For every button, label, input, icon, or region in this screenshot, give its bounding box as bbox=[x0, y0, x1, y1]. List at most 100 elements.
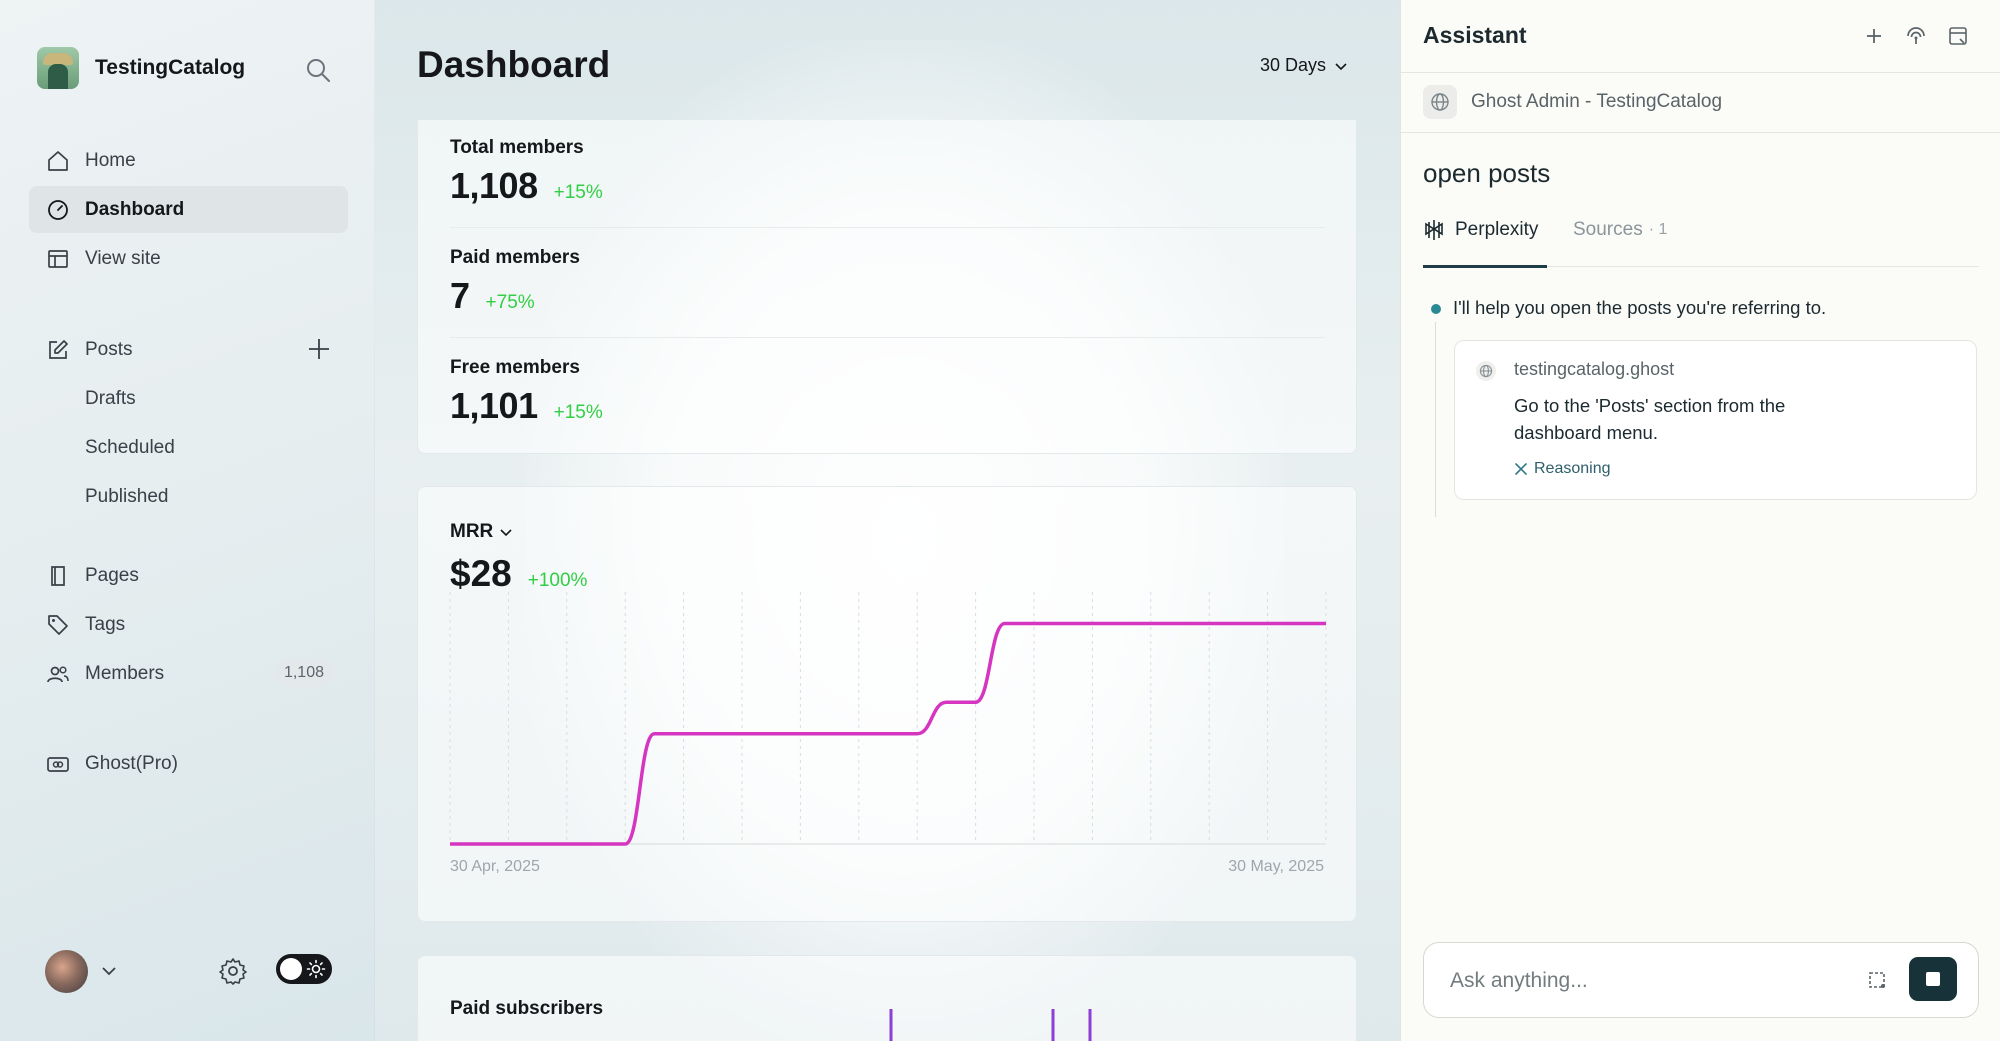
ask-box bbox=[1423, 942, 1979, 1018]
step-status-dot bbox=[1431, 304, 1441, 314]
nav-label: Dashboard bbox=[85, 198, 185, 220]
screenshot-select-icon[interactable] bbox=[1866, 969, 1888, 991]
tab-label: Sources bbox=[1573, 219, 1643, 240]
action-step-card[interactable]: testingcatalog.ghost Go to the 'Posts' s… bbox=[1454, 340, 1977, 500]
gear-icon[interactable] bbox=[218, 956, 248, 986]
date-range-select[interactable]: 30 Days bbox=[1260, 55, 1348, 76]
x-axis-end-label: 30 May, 2025 bbox=[1228, 858, 1324, 875]
nav-label: Home bbox=[85, 149, 136, 171]
step-timeline bbox=[1435, 322, 1436, 517]
secondary-nav: Pages Tags Members 1,108 bbox=[29, 552, 348, 699]
members-count-badge: 1,108 bbox=[273, 659, 334, 687]
step-message: I'll help you open the posts you're refe… bbox=[1453, 297, 1827, 318]
metric-value: 1,108 bbox=[450, 165, 538, 206]
primary-nav: Home Dashboard View site bbox=[29, 137, 348, 284]
sidebar-footer bbox=[45, 948, 345, 994]
nav-item-dashboard[interactable]: Dashboard bbox=[29, 186, 348, 233]
nav-item-posts[interactable]: Posts bbox=[29, 326, 348, 373]
credit-card-icon bbox=[46, 752, 70, 776]
broadcast-icon[interactable] bbox=[1904, 24, 1928, 48]
divider bbox=[1401, 72, 2000, 73]
nav-label: Drafts bbox=[85, 387, 136, 409]
divider bbox=[450, 227, 1325, 228]
reasoning-label: Reasoning bbox=[1534, 460, 1611, 477]
active-tab-indicator bbox=[1423, 265, 1547, 268]
mrr-delta: +100% bbox=[527, 570, 588, 591]
book-icon bbox=[46, 564, 70, 588]
posts-nav: Posts Drafts Scheduled Published bbox=[29, 326, 348, 522]
nav-item-members[interactable]: Members 1,108 bbox=[29, 650, 348, 697]
nav-label: Posts bbox=[85, 338, 133, 360]
page-context-label: Ghost Admin - TestingCatalog bbox=[1471, 91, 1723, 112]
assistant-panel: Assistant Ghost Admin - TestingCatalog o… bbox=[1400, 0, 2000, 1041]
main-content: Dashboard 30 Days Total members 1,108 +1… bbox=[375, 0, 1400, 1041]
metric-free-members[interactable]: Free members 1,101 +15% bbox=[450, 357, 1325, 427]
nav-item-scheduled[interactable]: Scheduled bbox=[29, 424, 348, 471]
metric-label: Paid members bbox=[450, 247, 580, 268]
toggle-knob bbox=[280, 958, 302, 980]
perplexity-icon bbox=[1425, 220, 1443, 240]
chevron-down-icon bbox=[1335, 62, 1347, 70]
nav-item-ghost-pro[interactable]: Ghost(Pro) bbox=[29, 740, 348, 787]
site-logo bbox=[37, 47, 79, 89]
answer-tabs: Perplexity Sources · 1 bbox=[1423, 215, 1979, 268]
search-icon[interactable] bbox=[304, 56, 332, 84]
paid-subscribers-bars bbox=[889, 1009, 1092, 1041]
plus-icon[interactable] bbox=[1862, 24, 1886, 48]
nav-item-tags[interactable]: Tags bbox=[29, 601, 348, 648]
user-query: open posts bbox=[1423, 158, 1551, 188]
metric-label: Total members bbox=[450, 137, 584, 158]
paid-subscribers-title: Paid subscribers bbox=[450, 998, 604, 1019]
stop-icon bbox=[1926, 972, 1940, 986]
metric-total-members[interactable]: Total members 1,108 +15% bbox=[450, 137, 1325, 207]
chevron-down-icon bbox=[500, 529, 512, 537]
step-instruction: Go to the 'Posts' section from the dashb… bbox=[1514, 395, 1786, 443]
theme-toggle[interactable] bbox=[276, 954, 332, 984]
metric-value: 7 bbox=[450, 275, 470, 316]
x-axis-start-label: 30 Apr, 2025 bbox=[450, 858, 540, 875]
ask-input[interactable] bbox=[1450, 965, 1850, 997]
globe-icon bbox=[1423, 85, 1457, 119]
layout-icon bbox=[46, 247, 70, 271]
members-summary-card: Total members 1,108 +15% Paid members 7 … bbox=[417, 120, 1357, 454]
nav-item-pages[interactable]: Pages bbox=[29, 552, 348, 599]
mrr-label: MRR bbox=[450, 521, 494, 542]
globe-icon bbox=[1476, 361, 1496, 381]
metric-value: 1,101 bbox=[450, 385, 538, 426]
page-context[interactable]: Ghost Admin - TestingCatalog bbox=[1423, 85, 1722, 119]
nav-item-view-site[interactable]: View site bbox=[29, 235, 348, 282]
nav-label: Ghost(Pro) bbox=[85, 752, 178, 774]
stop-button[interactable] bbox=[1909, 957, 1957, 1001]
mrr-metric-select[interactable]: MRR bbox=[450, 521, 513, 543]
nav-item-drafts[interactable]: Drafts bbox=[29, 375, 348, 422]
nav-item-published[interactable]: Published bbox=[29, 473, 348, 520]
billing-nav: Ghost(Pro) bbox=[29, 740, 348, 789]
site-name: TestingCatalog bbox=[95, 56, 246, 79]
tab-perplexity[interactable]: Perplexity bbox=[1423, 219, 1538, 241]
new-post-plus-icon[interactable] bbox=[306, 336, 332, 362]
sources-count: · 1 bbox=[1648, 221, 1668, 238]
paid-subscribers-card: Paid subscribers bbox=[417, 955, 1357, 1041]
step-site: testingcatalog.ghost bbox=[1514, 359, 1675, 379]
users-icon bbox=[46, 662, 70, 686]
pencil-square-icon bbox=[46, 338, 70, 362]
nav-item-home[interactable]: Home bbox=[29, 137, 348, 184]
nav-label: Pages bbox=[85, 564, 139, 586]
nav-label: Published bbox=[85, 485, 169, 507]
sun-icon bbox=[306, 959, 326, 979]
nav-label: Members bbox=[85, 662, 165, 684]
nav-label: View site bbox=[85, 247, 161, 269]
metric-paid-members[interactable]: Paid members 7 +75% bbox=[450, 247, 1325, 317]
reasoning-toggle[interactable]: Reasoning bbox=[1514, 460, 1611, 478]
chevron-down-icon[interactable] bbox=[100, 962, 118, 980]
metric-delta: +75% bbox=[485, 292, 535, 313]
divider bbox=[1401, 132, 2000, 133]
gauge-icon bbox=[46, 198, 70, 222]
date-range-value: 30 Days bbox=[1260, 55, 1327, 75]
mrr-card: MRR $28 +100% 30 Apr, 2025 30 May, 2025 bbox=[417, 486, 1357, 922]
brand[interactable]: TestingCatalog bbox=[37, 47, 245, 89]
tab-sources[interactable]: Sources · 1 bbox=[1573, 219, 1667, 241]
window-icon[interactable] bbox=[1946, 24, 1970, 48]
mrr-chart[interactable] bbox=[448, 582, 1328, 852]
user-avatar[interactable] bbox=[45, 950, 88, 993]
